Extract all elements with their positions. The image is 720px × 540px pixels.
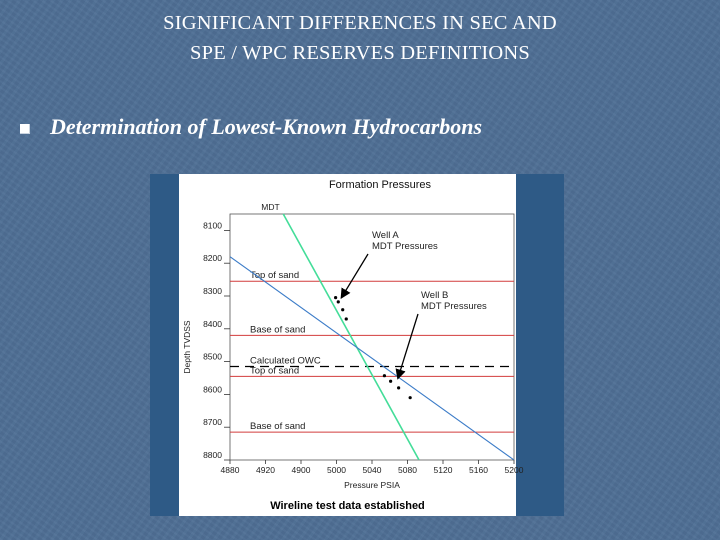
owc-label: Calculated OWC xyxy=(250,356,321,367)
x-tick-label: 5120 xyxy=(434,465,453,475)
horizon-label: Base of sand xyxy=(250,324,305,335)
chart-canvas: Top of sand Base of sand Top of sand Base o… xyxy=(182,202,524,490)
annotation-label: Well A xyxy=(372,230,399,241)
x-axis-label: Pressure PSIA xyxy=(344,480,400,490)
x-tick-label: 5200 xyxy=(505,465,524,475)
y-tick-label: 8200 xyxy=(203,253,222,263)
pressure-point xyxy=(397,386,401,390)
annotation-label: MDT Pressures xyxy=(372,241,438,252)
x-tick-label: 4900 xyxy=(292,465,311,475)
mdt-gradient-line xyxy=(282,213,420,460)
horizon-label: Base of sand xyxy=(250,421,305,432)
chart-title: Formation Pressures xyxy=(328,179,432,191)
annotation-arrow xyxy=(340,253,369,300)
slide-title-line1: SIGNIFICANT DIFFERENCES IN SEC AND xyxy=(163,12,557,34)
y-tick-label: 8500 xyxy=(203,352,222,362)
pressure-point xyxy=(341,308,345,312)
annotation-arrow xyxy=(395,313,419,380)
x-tick-label: 4880 xyxy=(221,465,240,475)
x-tick-label: 4920 xyxy=(256,465,275,475)
horizon-label: Top of sand xyxy=(250,270,299,281)
series-label: MDT xyxy=(261,202,279,212)
y-tick-label: 8700 xyxy=(203,417,222,427)
figure-frame-left xyxy=(150,174,179,516)
bullet-item: Determination of Lowest-Known Hydrocarbo… xyxy=(20,114,482,140)
x-tick-label: 5160 xyxy=(469,465,488,475)
y-axis-label: Depth TVDSS xyxy=(182,320,192,374)
slide-title-line2: SPE / WPC RESERVES DEFINITIONS xyxy=(190,42,530,64)
pressure-point xyxy=(334,296,338,300)
x-tick-label: 5080 xyxy=(398,465,417,475)
horizon-label: Top of sand xyxy=(250,365,299,376)
water-gradient-line xyxy=(230,256,514,460)
square-bullet-icon xyxy=(20,123,30,134)
y-tick-label: 8300 xyxy=(203,286,222,296)
pressure-point xyxy=(344,317,348,321)
x-tick-label: 5000 xyxy=(327,465,346,475)
y-tick-label: 8600 xyxy=(203,384,222,394)
x-tick-label: 5040 xyxy=(363,465,382,475)
pressure-point xyxy=(389,379,393,383)
formation-pressure-figure: Formation Pressures Top of sand Base of s… xyxy=(150,174,564,516)
annotation-label: MDT Pressures xyxy=(421,301,487,312)
figure-frame-right xyxy=(516,174,564,516)
annotation-label: Well B xyxy=(421,290,448,301)
pressure-point xyxy=(408,396,412,400)
chart-caption: Wireline test data established xyxy=(270,500,425,512)
y-tick-label: 8400 xyxy=(203,319,222,329)
y-tick-label: 8100 xyxy=(203,220,222,230)
y-tick-label: 8800 xyxy=(203,450,222,460)
pressure-point xyxy=(336,300,340,304)
pressure-point xyxy=(382,374,387,378)
bullet-text: Determination of Lowest-Known Hydrocarbo… xyxy=(50,114,483,139)
slide-title: SIGNIFICANT DIFFERENCES IN SEC AND SPE /… xyxy=(0,8,720,68)
